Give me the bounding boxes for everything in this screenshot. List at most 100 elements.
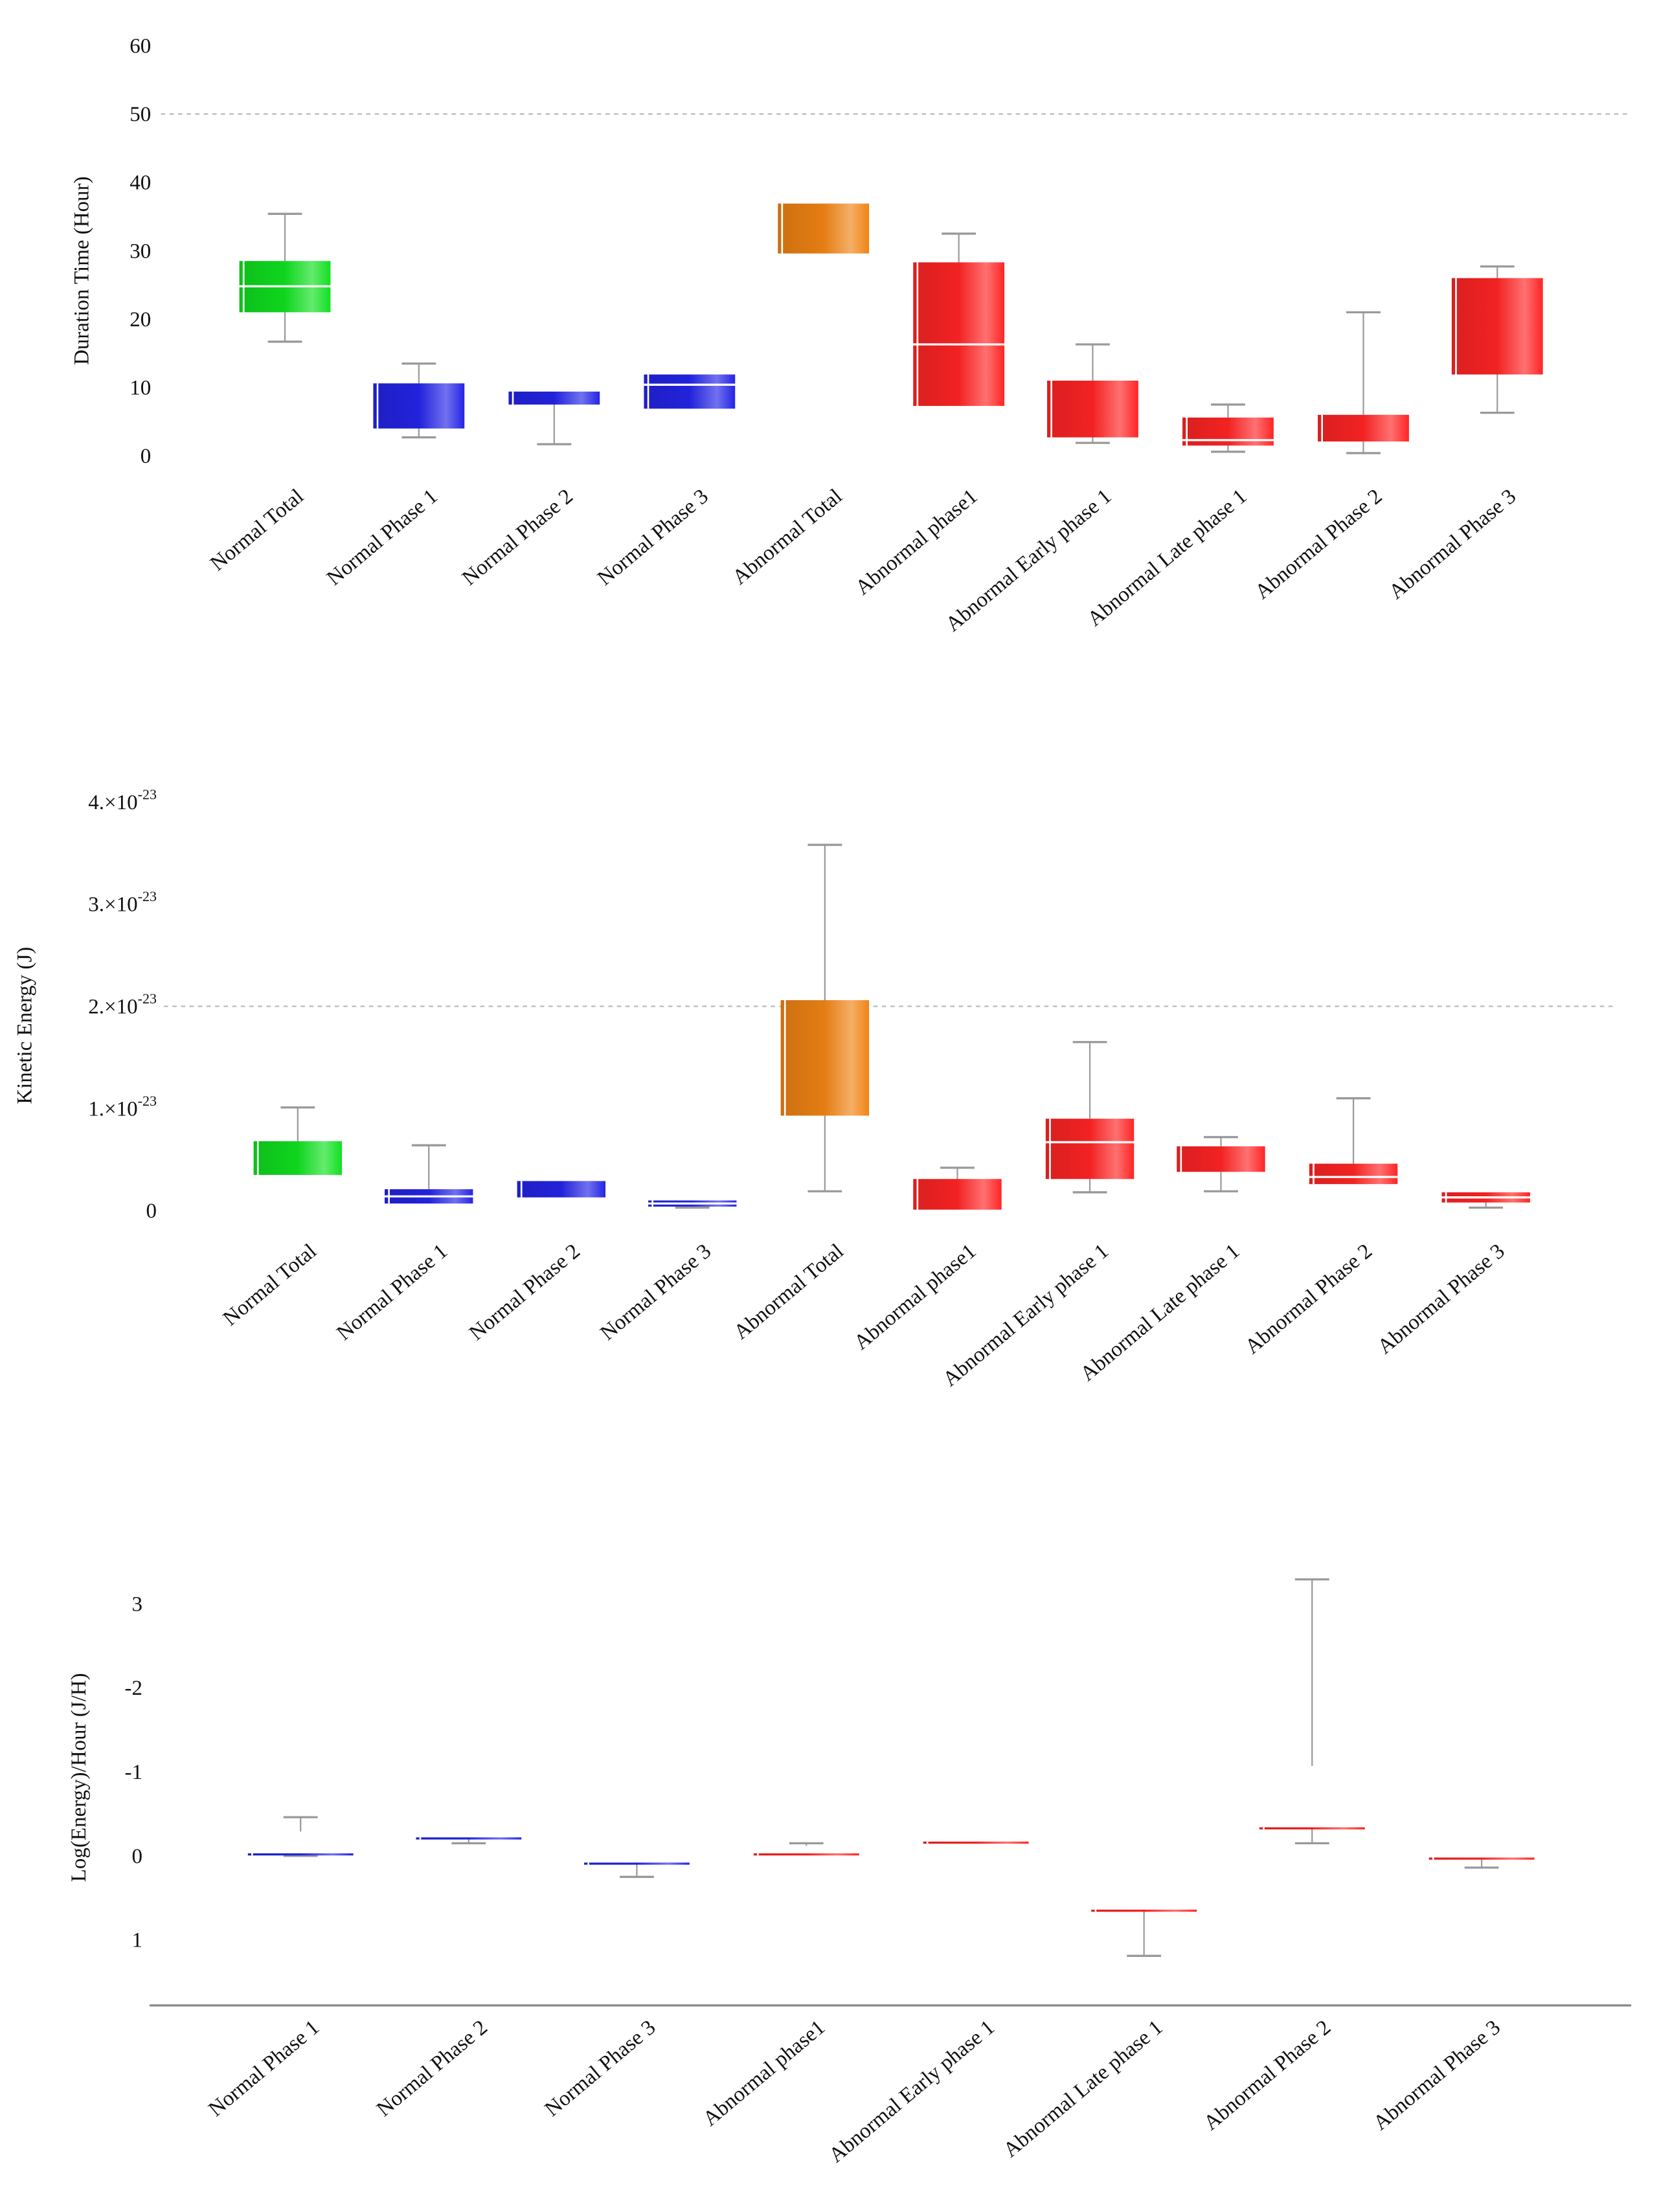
- x-tick-label: Normal Phase 2: [465, 1240, 585, 1345]
- y-axis-label: Kinetic Energy (J): [13, 947, 36, 1104]
- x-tick-label: Normal Phase 2: [458, 485, 578, 590]
- x-tick-label: Abnormal Phase 3: [1369, 2016, 1505, 2135]
- box-abnormal-phase-2: [1259, 1578, 1365, 1845]
- box-normal-total: [253, 1106, 343, 1175]
- x-tick-label: Abnormal phase1: [699, 2016, 830, 2131]
- box-body: [780, 1000, 870, 1116]
- box-abnormal-phase1: [753, 1842, 859, 1856]
- y-tick-label: 30: [130, 240, 151, 263]
- box-abnormal-total: [778, 203, 870, 254]
- box-body: [1309, 1163, 1398, 1185]
- box-body: [1177, 1146, 1265, 1172]
- box-normal-phase-3: [584, 1862, 690, 1878]
- y-tick-label: 20: [130, 308, 151, 331]
- box-abnormal-phase1: [913, 232, 1005, 407]
- box-abnormal-phase-3: [1451, 265, 1543, 414]
- box-body: [508, 391, 600, 405]
- box-normal-phase-1: [373, 362, 465, 439]
- box-body: [1045, 1119, 1134, 1179]
- chart-2: Kinetic Energy (J) 0 1.×10-23 2.×10-23 3.×10…: [13, 786, 1618, 1391]
- box-body: [1091, 1909, 1197, 1912]
- box-body: [373, 383, 465, 429]
- x-tick-label: Normal Phase 1: [205, 2016, 324, 2121]
- x-tick-label: Abnormal Phase 3: [1384, 485, 1520, 604]
- y-tick-label: 10: [130, 377, 151, 400]
- x-tick-label: Abnormal Early phase 1: [824, 2016, 999, 2167]
- box-body: [913, 262, 1005, 407]
- box-normal-phase-2: [508, 391, 600, 445]
- box-normal-phase-1: [247, 1816, 354, 1857]
- y-tick-label: 4.×10-23: [88, 786, 157, 814]
- y-tick-label: 0: [141, 445, 152, 468]
- y-tick-label: 1.×10-23: [88, 1093, 157, 1121]
- x-tick-label: Normal Phase 2: [372, 2016, 492, 2121]
- box-abnormal-phase-2: [1318, 311, 1409, 454]
- box-body: [253, 1141, 343, 1175]
- box-abnormal-early-phase-1: [923, 1832, 1029, 1844]
- box-body: [923, 1841, 1029, 1844]
- x-tick-label: Abnormal Phase 2: [1199, 2016, 1335, 2135]
- box-body: [1259, 1827, 1365, 1830]
- y-tick-label: -2: [125, 1677, 143, 1700]
- box-abnormal-total: [780, 843, 870, 1192]
- x-tick-label: Abnormal Phase 2: [1251, 485, 1387, 604]
- y-tick-label: 3.×10-23: [88, 888, 157, 916]
- box-body: [753, 1853, 859, 1856]
- box-body: [1318, 414, 1409, 441]
- box-normal-phase-3: [644, 374, 736, 409]
- x-tick-label: Abnormal phase1: [851, 485, 982, 600]
- box-body: [644, 374, 736, 409]
- box-abnormal-phase1: [913, 1167, 1002, 1210]
- x-tick-label: Normal Total: [219, 1240, 321, 1331]
- x-tick-label: Normal Phase 1: [322, 485, 442, 590]
- y-axis-label: Duration Time (Hour): [70, 176, 93, 365]
- box-body: [1428, 1857, 1535, 1860]
- y-tick-label: 2.×10-23: [88, 990, 157, 1018]
- y-tick-label: 0: [146, 1200, 157, 1223]
- box-body: [1047, 380, 1138, 438]
- x-tick-label: Abnormal Late phase 1: [999, 2016, 1168, 2162]
- box-abnormal-phase-3: [1428, 1857, 1535, 1869]
- x-tick-label: Normal Total: [206, 485, 308, 576]
- box-normal-phase-3: [648, 1200, 737, 1209]
- box-abnormal-late-phase-1: [1182, 403, 1274, 453]
- x-tick-label: Abnormal phase1: [850, 1240, 980, 1355]
- x-tick-label: Normal Phase 3: [593, 485, 713, 590]
- box-body: [584, 1862, 690, 1865]
- box-abnormal-phase-2: [1309, 1097, 1398, 1185]
- box-normal-phase-1: [385, 1144, 473, 1204]
- y-tick-label: 60: [130, 35, 151, 58]
- box-body: [247, 1853, 354, 1856]
- y-tick-label: -1: [125, 1761, 143, 1784]
- y-tick-label: 50: [130, 103, 151, 126]
- chart-3: Log(Energy)/Hour (J/H) 1 0 -1 -2 3 Normal Phas…: [67, 1578, 1632, 2167]
- box-abnormal-early-phase-1: [1047, 343, 1138, 444]
- y-tick-label: 1: [132, 1929, 143, 1952]
- chart-1: Duration Time (Hour) 0 10 20 30 40 50 60 Normal …: [70, 35, 1632, 636]
- box-body: [416, 1837, 522, 1840]
- y-tick-label: 0: [132, 1845, 143, 1868]
- x-tick-label: Normal Phase 3: [596, 1240, 716, 1345]
- box-abnormal-early-phase-1: [1045, 1041, 1134, 1194]
- x-tick-label: Normal Phase 1: [333, 1240, 453, 1345]
- box-body: [913, 1179, 1002, 1210]
- x-tick-label: Abnormal Phase 3: [1373, 1240, 1509, 1359]
- y-axis-label: Log(Energy)/Hour (J/H): [67, 1673, 91, 1882]
- box-normal-total: [239, 212, 331, 343]
- box-body: [517, 1181, 606, 1198]
- box-abnormal-phase-3: [1441, 1192, 1530, 1209]
- box-body: [778, 203, 870, 254]
- x-tick-label: Abnormal Total: [730, 1240, 848, 1345]
- x-tick-label: Abnormal Phase 2: [1241, 1240, 1377, 1359]
- box-abnormal-late-phase-1: [1177, 1135, 1265, 1192]
- x-tick-label: Abnormal Total: [728, 485, 847, 590]
- box-normal-phase-2: [416, 1837, 522, 1845]
- y-tick-label: 3: [132, 1592, 143, 1616]
- box-body: [1182, 418, 1274, 446]
- box-body: [1451, 278, 1543, 375]
- x-tick-label: Normal Phase 3: [541, 2016, 660, 2121]
- y-tick-label: 40: [130, 172, 151, 195]
- box-abnormal-late-phase-1: [1091, 1909, 1197, 1957]
- box-normal-phase-2: [517, 1181, 606, 1198]
